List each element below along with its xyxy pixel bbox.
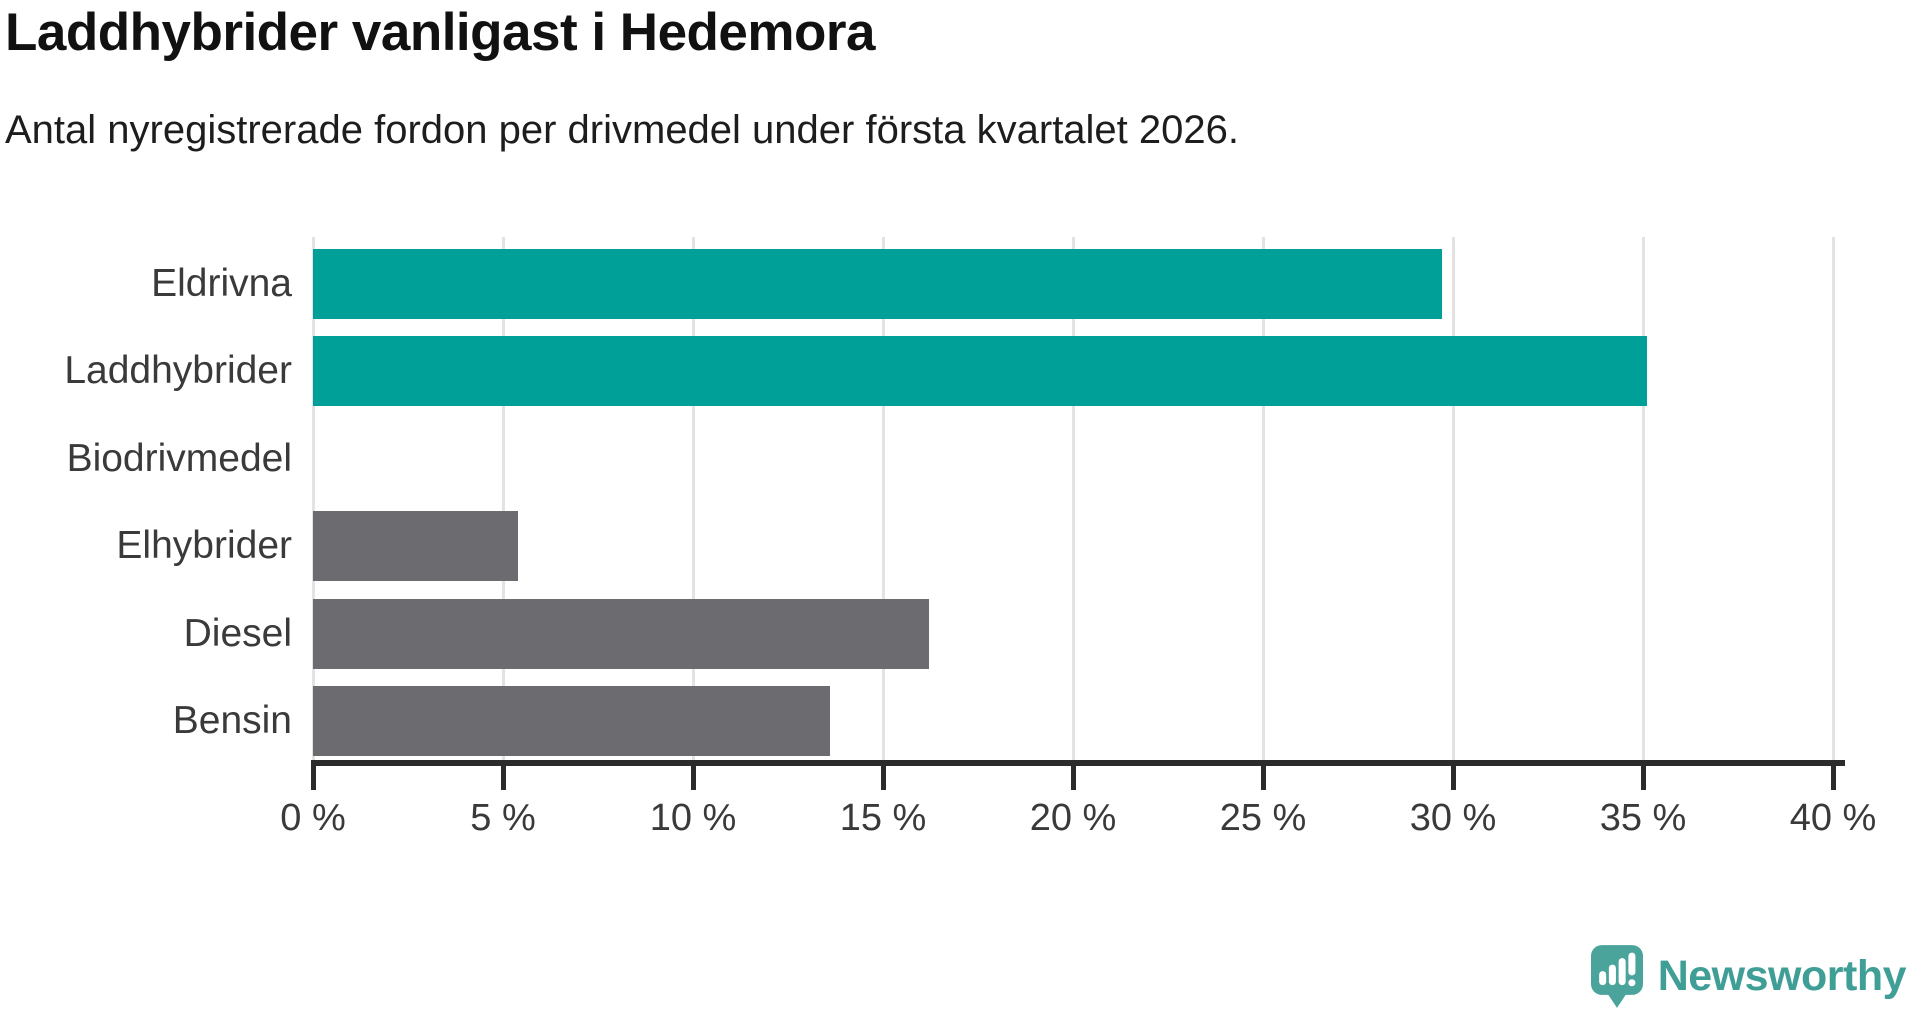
bar-laddhybrider (313, 336, 1647, 406)
axis-tick (1450, 760, 1456, 790)
axis-tick (1640, 760, 1646, 790)
category-label-diesel: Diesel (183, 611, 292, 655)
axis-tick-label: 35 % (1599, 797, 1687, 839)
gridline (1261, 237, 1265, 760)
gridline (1641, 237, 1645, 760)
bar-eldrivna (313, 248, 1442, 319)
axis-tick-label: 30 % (1409, 797, 1497, 839)
x-axis-line (311, 760, 1845, 766)
axis-tick (310, 760, 316, 790)
category-label-bensin: Bensin (172, 699, 292, 742)
axis-tick-label: 5 % (470, 797, 536, 839)
gridline (1831, 237, 1835, 760)
newsworthy-logo: Newsworthy (1590, 945, 1907, 1008)
bar-elhybrider (313, 511, 519, 581)
axis-tick-label: 20 % (1029, 797, 1117, 839)
axis-tick-label: 25 % (1219, 797, 1307, 839)
axis-tick-label: 15 % (839, 797, 927, 839)
gridline (1451, 237, 1455, 760)
category-label-laddhybrider: Laddhybrider (64, 349, 292, 392)
axis-tick (1260, 760, 1266, 790)
bar-diesel (313, 598, 929, 669)
axis-tick (500, 760, 506, 790)
axis-tick (1830, 760, 1836, 790)
category-label-elhybrider: Elhybrider (116, 524, 292, 567)
bar-bensin (313, 686, 830, 756)
category-label-biodrivmedel: Biodrivmedel (66, 436, 292, 480)
axis-tick (880, 760, 886, 790)
category-label-eldrivna: Eldrivna (151, 261, 292, 305)
newsworthy-logo-icon (1590, 945, 1643, 1008)
axis-tick-label: 40 % (1789, 797, 1877, 839)
axis-tick-label: 0 % (280, 797, 346, 839)
axis-tick-label: 10 % (649, 797, 737, 839)
gridline (881, 237, 885, 760)
chart-subtitle: Antal nyregistrerade fordon per drivmede… (5, 108, 1240, 152)
gridline (311, 237, 315, 760)
chart-title: Laddhybrider vanligast i Hedemora (5, 3, 876, 62)
newsworthy-logo-text: Newsworthy (1657, 952, 1907, 1000)
axis-tick (690, 760, 696, 790)
gridline (691, 237, 695, 760)
axis-tick (1070, 760, 1076, 790)
gridline (501, 237, 505, 760)
gridline (1071, 237, 1075, 760)
